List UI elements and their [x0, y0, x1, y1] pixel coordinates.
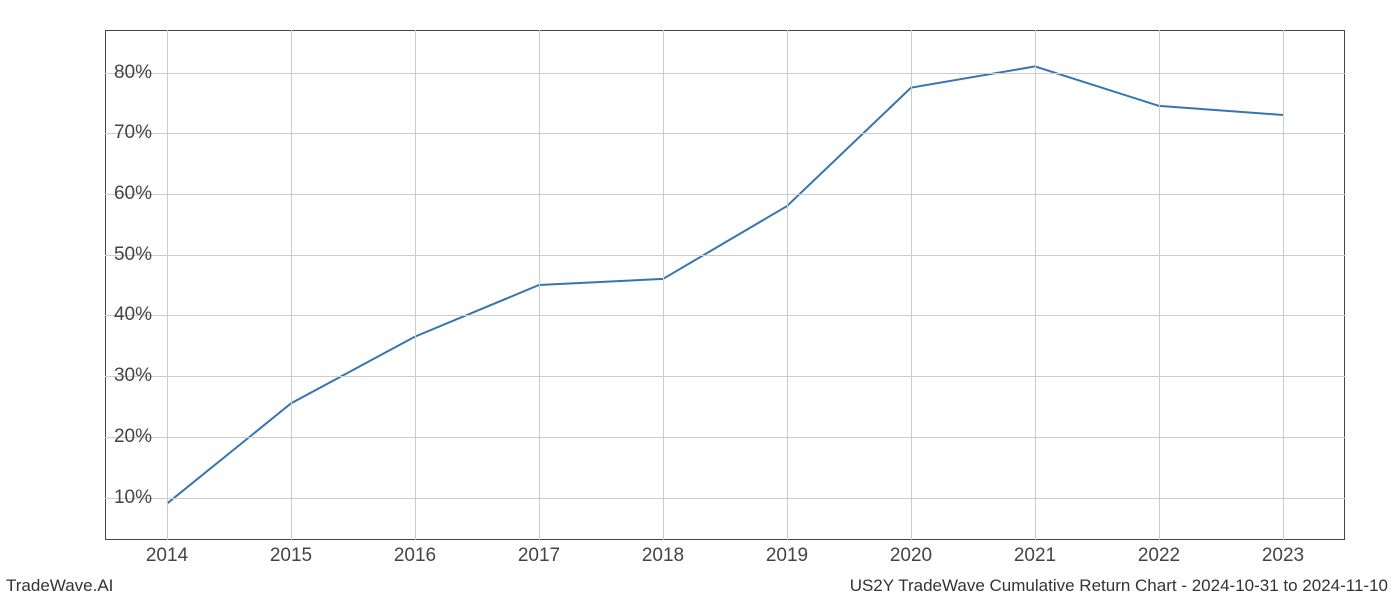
- x-axis-tick-label: 2018: [642, 545, 684, 567]
- footer-caption: US2Y TradeWave Cumulative Return Chart -…: [850, 576, 1388, 596]
- y-axis-tick-label: 60%: [114, 183, 152, 205]
- x-axis-tick-label: 2019: [766, 545, 808, 567]
- y-axis-tick-label: 10%: [114, 487, 152, 509]
- grid-line-vertical: [1159, 30, 1160, 540]
- y-axis-tick-label: 80%: [114, 62, 152, 84]
- x-axis-tick-label: 2017: [518, 545, 560, 567]
- y-axis-tick-label: 40%: [114, 304, 152, 326]
- x-axis-tick-label: 2023: [1262, 545, 1304, 567]
- grid-line-vertical: [1035, 30, 1036, 540]
- grid-line-vertical: [167, 30, 168, 540]
- grid-line-vertical: [539, 30, 540, 540]
- grid-line-vertical: [663, 30, 664, 540]
- footer-brand: TradeWave.AI: [6, 576, 113, 596]
- grid-line-vertical: [787, 30, 788, 540]
- grid-line-vertical: [291, 30, 292, 540]
- grid-line-vertical: [911, 30, 912, 540]
- y-axis-tick-label: 20%: [114, 426, 152, 448]
- grid-line-vertical: [1283, 30, 1284, 540]
- y-axis-tick-label: 30%: [114, 365, 152, 387]
- y-axis-tick-label: 70%: [114, 122, 152, 144]
- x-axis-tick-label: 2022: [1138, 545, 1180, 567]
- x-axis-tick-label: 2020: [890, 545, 932, 567]
- x-axis-tick-label: 2016: [394, 545, 436, 567]
- y-axis-tick-label: 50%: [114, 244, 152, 266]
- x-axis-tick-label: 2014: [146, 545, 188, 567]
- x-axis-tick-label: 2021: [1014, 545, 1056, 567]
- grid-line-vertical: [415, 30, 416, 540]
- x-axis-tick-label: 2015: [270, 545, 312, 567]
- chart-plot-area: [105, 30, 1345, 540]
